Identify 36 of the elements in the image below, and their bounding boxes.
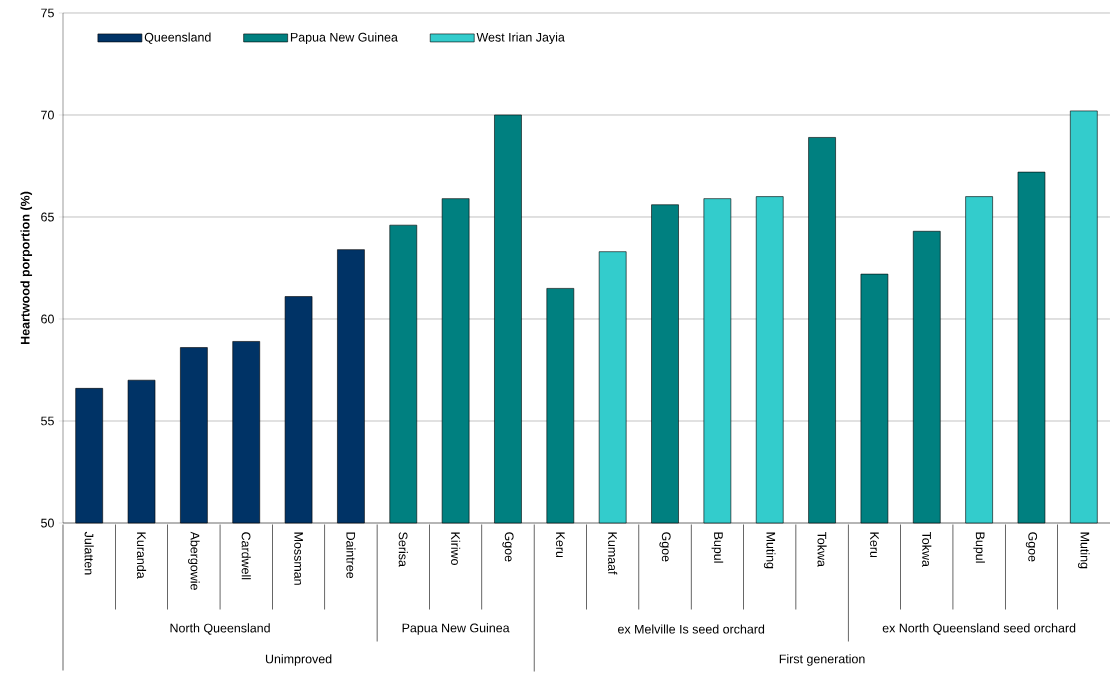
y-axis-title: Heartwood porportion (%)	[20, 191, 33, 344]
x-tick-label: Bupul	[711, 532, 724, 563]
y-tick-label: 70	[41, 110, 54, 120]
x-tick-label: Kuranda	[136, 532, 147, 579]
y-tick-label: 55	[41, 416, 54, 426]
x-tick-label: Cardwell	[241, 532, 251, 580]
x-tick-label: Muting	[1078, 532, 1090, 569]
y-tick-label: 75	[41, 8, 54, 18]
x-tick-label: Mossman	[294, 532, 303, 585]
text: Unimproved	[265, 654, 332, 666]
x-tick-label: Serisa	[398, 532, 408, 567]
text: ex North Queensland seed orchard	[882, 623, 1076, 635]
legend-label: Queensland	[144, 32, 211, 44]
legend-label: West Irian Jayia	[476, 32, 565, 45]
x-tick-label: Julatten	[84, 531, 94, 575]
x-tick-label: Kumaaf	[608, 532, 618, 575]
text: First generation	[779, 654, 865, 666]
x-tick-label: Ggoe	[1025, 532, 1038, 562]
legend-label: Papua New Guinea	[290, 32, 398, 45]
x-tick-label: Muting	[763, 532, 776, 569]
text: ex Melville Is seed orchard	[618, 624, 765, 634]
y-tick-label: 60	[41, 314, 54, 324]
x-tick-label: Daintree	[346, 532, 356, 579]
x-tick-label: Keru	[870, 532, 879, 558]
y-tick-label: 50	[41, 518, 54, 528]
x-tick-label: Ggoe	[502, 532, 514, 562]
text: Papua New Guinea	[402, 623, 510, 635]
text: North Queensland	[170, 623, 270, 635]
y-tick-label: 65	[41, 212, 54, 222]
x-tick-label: Tokwa	[922, 531, 932, 567]
x-tick-label: Abergowie	[188, 531, 200, 590]
x-tick-label: Tokwa	[817, 531, 827, 567]
x-tick-label: Kiriwo	[451, 532, 461, 565]
x-tick-label: Keru	[555, 532, 565, 558]
x-tick-label: Ggoe	[659, 532, 671, 562]
x-tick-label: Bupul	[973, 532, 985, 563]
